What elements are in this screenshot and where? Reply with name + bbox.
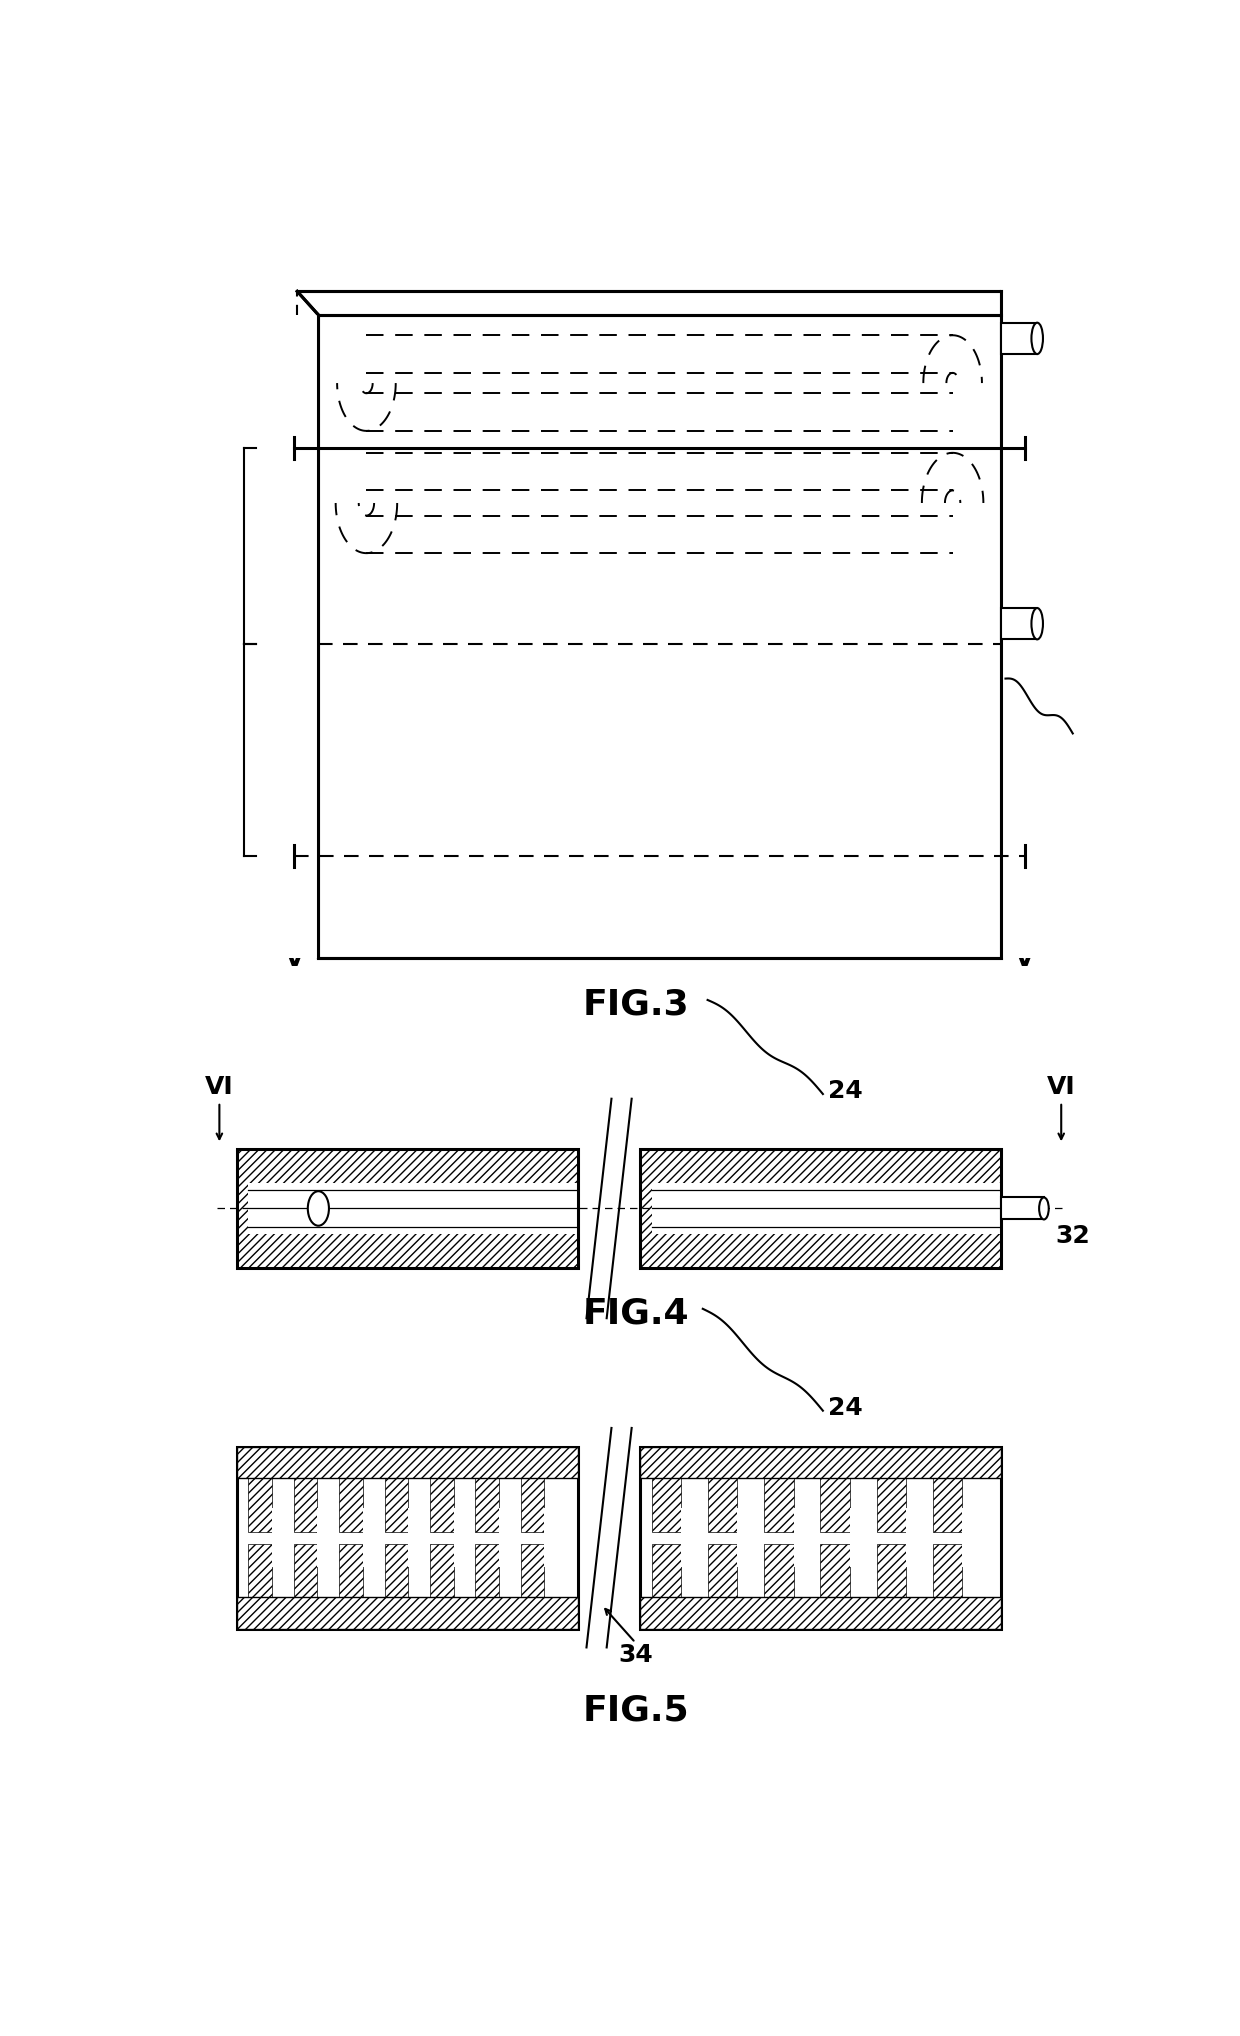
Bar <box>906 1509 932 1568</box>
Bar <box>475 1543 498 1598</box>
Bar <box>294 1543 317 1598</box>
Text: 34: 34 <box>618 1643 653 1667</box>
Bar <box>738 1509 764 1568</box>
Bar <box>877 1478 906 1531</box>
Bar <box>652 1543 681 1598</box>
Text: VI: VI <box>1047 1075 1075 1099</box>
Bar <box>821 1543 849 1598</box>
Bar <box>764 1543 794 1598</box>
Circle shape <box>308 1191 329 1226</box>
Text: FIG.4: FIG.4 <box>583 1297 688 1330</box>
Bar <box>1001 324 1037 354</box>
Bar <box>821 1478 849 1531</box>
Bar <box>640 1598 1001 1629</box>
Bar <box>248 1543 272 1598</box>
Bar <box>794 1509 821 1568</box>
Bar <box>708 1543 738 1598</box>
Bar <box>640 1598 1001 1629</box>
Bar <box>640 1478 1001 1598</box>
Text: IV: IV <box>1011 584 1039 609</box>
Bar <box>339 1478 363 1531</box>
Text: 24: 24 <box>1083 735 1117 757</box>
Ellipse shape <box>1032 609 1043 639</box>
Text: 32: 32 <box>1055 1224 1090 1248</box>
Bar <box>237 1448 578 1478</box>
Bar <box>339 1543 363 1598</box>
Bar <box>544 1509 567 1568</box>
Bar <box>521 1478 544 1531</box>
Bar <box>155 316 319 957</box>
Bar <box>430 1478 454 1531</box>
Bar <box>962 1509 990 1568</box>
Bar <box>849 1509 877 1568</box>
Bar <box>317 1509 339 1568</box>
Bar <box>640 1448 1001 1478</box>
Bar <box>237 1448 578 1478</box>
Bar <box>1001 609 1037 639</box>
Bar <box>652 1478 681 1531</box>
Bar <box>640 1448 1001 1629</box>
Bar <box>1001 269 1145 957</box>
Bar <box>475 1478 498 1531</box>
Text: 32: 32 <box>1049 652 1084 676</box>
Bar <box>681 1509 708 1568</box>
Bar <box>877 1543 906 1598</box>
Bar <box>237 1598 578 1629</box>
Bar <box>248 1478 272 1531</box>
Bar <box>708 1478 738 1531</box>
Bar <box>652 1183 1001 1234</box>
Bar <box>237 1148 578 1268</box>
Text: FIG.5: FIG.5 <box>583 1694 688 1727</box>
Text: V: V <box>285 947 304 971</box>
Text: V: V <box>1016 947 1034 971</box>
Text: IV: IV <box>280 584 309 609</box>
Bar <box>764 1478 794 1531</box>
Bar <box>319 316 1001 957</box>
Bar <box>1001 269 1145 957</box>
Bar <box>237 1598 578 1629</box>
Text: FIG.3: FIG.3 <box>583 987 688 1022</box>
Bar <box>640 1148 1001 1268</box>
Bar <box>454 1509 475 1568</box>
Bar <box>319 316 1001 957</box>
Bar <box>363 1509 384 1568</box>
Bar <box>294 1478 317 1531</box>
Bar <box>932 1543 962 1598</box>
Text: 24: 24 <box>828 1079 863 1104</box>
Bar <box>384 1478 408 1531</box>
Text: 28: 28 <box>202 533 237 558</box>
Bar <box>498 1509 521 1568</box>
Bar <box>237 1148 578 1268</box>
Bar <box>1001 1197 1044 1220</box>
Bar <box>932 1478 962 1531</box>
Text: 24: 24 <box>828 1395 863 1419</box>
Bar <box>237 1478 578 1598</box>
Text: VI: VI <box>205 1075 233 1099</box>
Bar <box>640 1148 1001 1268</box>
Bar <box>521 1543 544 1598</box>
Bar <box>272 1509 294 1568</box>
Bar <box>155 316 319 957</box>
Bar <box>384 1543 408 1598</box>
Text: 30: 30 <box>202 737 237 761</box>
Bar <box>640 1448 1001 1478</box>
Ellipse shape <box>1039 1197 1049 1220</box>
Ellipse shape <box>1032 322 1043 354</box>
Bar <box>408 1509 430 1568</box>
Bar <box>237 1448 578 1629</box>
Bar <box>248 1183 578 1234</box>
Bar <box>430 1543 454 1598</box>
